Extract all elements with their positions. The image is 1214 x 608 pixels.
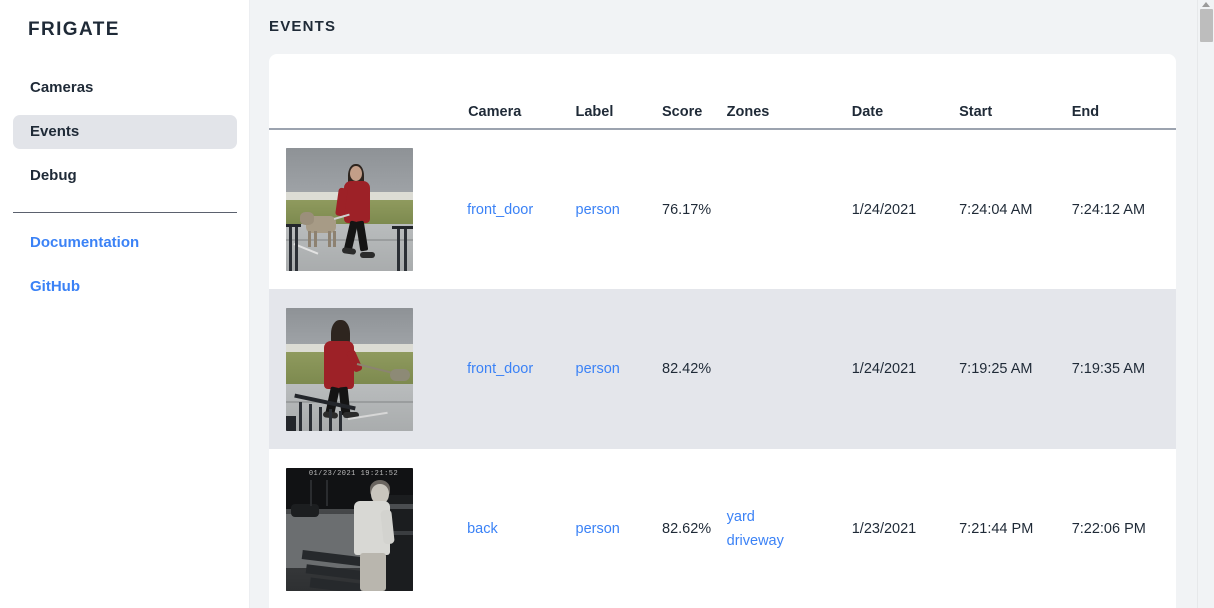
event-score: 82.62%: [662, 521, 712, 537]
sidebar-item-cameras[interactable]: Cameras: [13, 71, 237, 105]
event-label-cell: person: [576, 289, 663, 449]
thumbnail-scene-day: [286, 148, 413, 271]
sidebar-link-documentation[interactable]: Documentation: [30, 234, 140, 251]
camera-link[interactable]: front_door: [467, 201, 534, 218]
event-thumbnail-cell[interactable]: [269, 289, 467, 449]
vertical-scrollbar[interactable]: [1197, 0, 1214, 608]
camera-link[interactable]: back: [467, 521, 498, 537]
table-row[interactable]: front_door person 82.42% 1/24/2021 7:19:…: [269, 289, 1176, 449]
main-content: EVENTS Camera Label Score Zones Date Sta…: [250, 0, 1214, 608]
event-camera-cell: front_door: [467, 129, 575, 289]
thumbnail-scene-night: 01/23/2021 19:21:52: [286, 467, 413, 591]
event-zones-cell: [727, 129, 852, 289]
column-header-thumbnail: [269, 54, 467, 129]
column-header-zones[interactable]: Zones: [726, 104, 770, 120]
event-score: 82.42%: [662, 361, 712, 377]
column-header-label[interactable]: Label: [575, 104, 614, 120]
event-date: 1/23/2021: [851, 521, 917, 537]
event-start: 7:24:04 AM: [959, 201, 1033, 218]
sidebar-item-label: Events: [30, 123, 80, 140]
event-camera-cell: back: [467, 449, 575, 608]
label-link[interactable]: person: [575, 521, 620, 537]
event-label-cell: person: [576, 449, 663, 608]
column-header-end[interactable]: End: [1071, 104, 1100, 120]
thumbnail-timestamp: 01/23/2021 19:21:52: [308, 469, 399, 478]
label-link[interactable]: person: [575, 201, 620, 218]
events-table: Camera Label Score Zones Date Start End: [269, 54, 1176, 608]
event-thumbnail-cell[interactable]: [269, 129, 467, 289]
event-thumbnail-cell[interactable]: 01/23/2021 19:21:52: [269, 449, 467, 608]
column-header-score[interactable]: Score: [662, 104, 703, 120]
event-start: 7:19:25 AM: [959, 361, 1033, 377]
scrollbar-thumb[interactable]: [1200, 9, 1213, 42]
thumbnail-scene-day: [286, 307, 413, 431]
scroll-up-arrow-icon[interactable]: [1202, 2, 1210, 7]
events-table-head: Camera Label Score Zones Date Start End: [269, 54, 1176, 129]
event-score: 76.17%: [662, 201, 712, 218]
event-end: 7:19:35 AM: [1071, 361, 1146, 377]
events-table-body: front_door person 76.17% 1/24/2021 7:24:…: [269, 129, 1176, 608]
sidebar-item-debug[interactable]: Debug: [13, 159, 237, 193]
event-thumbnail[interactable]: 01/23/2021 19:21:52: [286, 467, 413, 591]
sidebar-item-events[interactable]: Events: [13, 115, 237, 149]
event-start: 7:21:44 PM: [959, 521, 1034, 537]
sidebar: FRIGATE Cameras Events Debug Documentati…: [0, 0, 250, 608]
events-card: Camera Label Score Zones Date Start End: [269, 54, 1176, 608]
event-date: 1/24/2021: [851, 201, 917, 218]
label-link[interactable]: person: [575, 361, 620, 377]
table-row[interactable]: 01/23/2021 19:21:52 back person 82.62%: [269, 449, 1176, 608]
column-header-camera[interactable]: Camera: [468, 104, 522, 120]
table-row[interactable]: front_door person 76.17% 1/24/2021 7:24:…: [269, 129, 1176, 289]
event-end: 7:22:06 PM: [1071, 521, 1146, 537]
event-thumbnail[interactable]: [286, 148, 413, 271]
app-brand: FRIGATE: [28, 19, 120, 40]
event-zones-cell: [727, 289, 852, 449]
event-camera-cell: front_door: [467, 289, 575, 449]
sidebar-nav: Cameras Events Debug: [0, 71, 250, 193]
event-label-cell: person: [576, 129, 663, 289]
page-title: EVENTS: [269, 18, 337, 35]
sidebar-external-links: Documentation GitHub: [0, 226, 250, 304]
zone-link-yard[interactable]: yard: [726, 509, 755, 525]
event-thumbnail[interactable]: [286, 307, 413, 431]
event-zones-cell: yard driveway: [727, 449, 852, 608]
sidebar-divider: [13, 212, 237, 213]
zone-link-driveway[interactable]: driveway: [726, 533, 784, 549]
sidebar-item-label: Cameras: [30, 79, 94, 96]
column-header-start[interactable]: Start: [959, 104, 993, 120]
sidebar-item-label: Debug: [30, 167, 77, 184]
column-header-date[interactable]: Date: [851, 104, 884, 120]
event-end: 7:24:12 AM: [1071, 201, 1146, 218]
sidebar-link-github[interactable]: GitHub: [30, 278, 80, 295]
camera-link[interactable]: front_door: [467, 361, 534, 377]
event-date: 1/24/2021: [851, 361, 917, 377]
table-header-row: Camera Label Score Zones Date Start End: [269, 54, 1176, 129]
